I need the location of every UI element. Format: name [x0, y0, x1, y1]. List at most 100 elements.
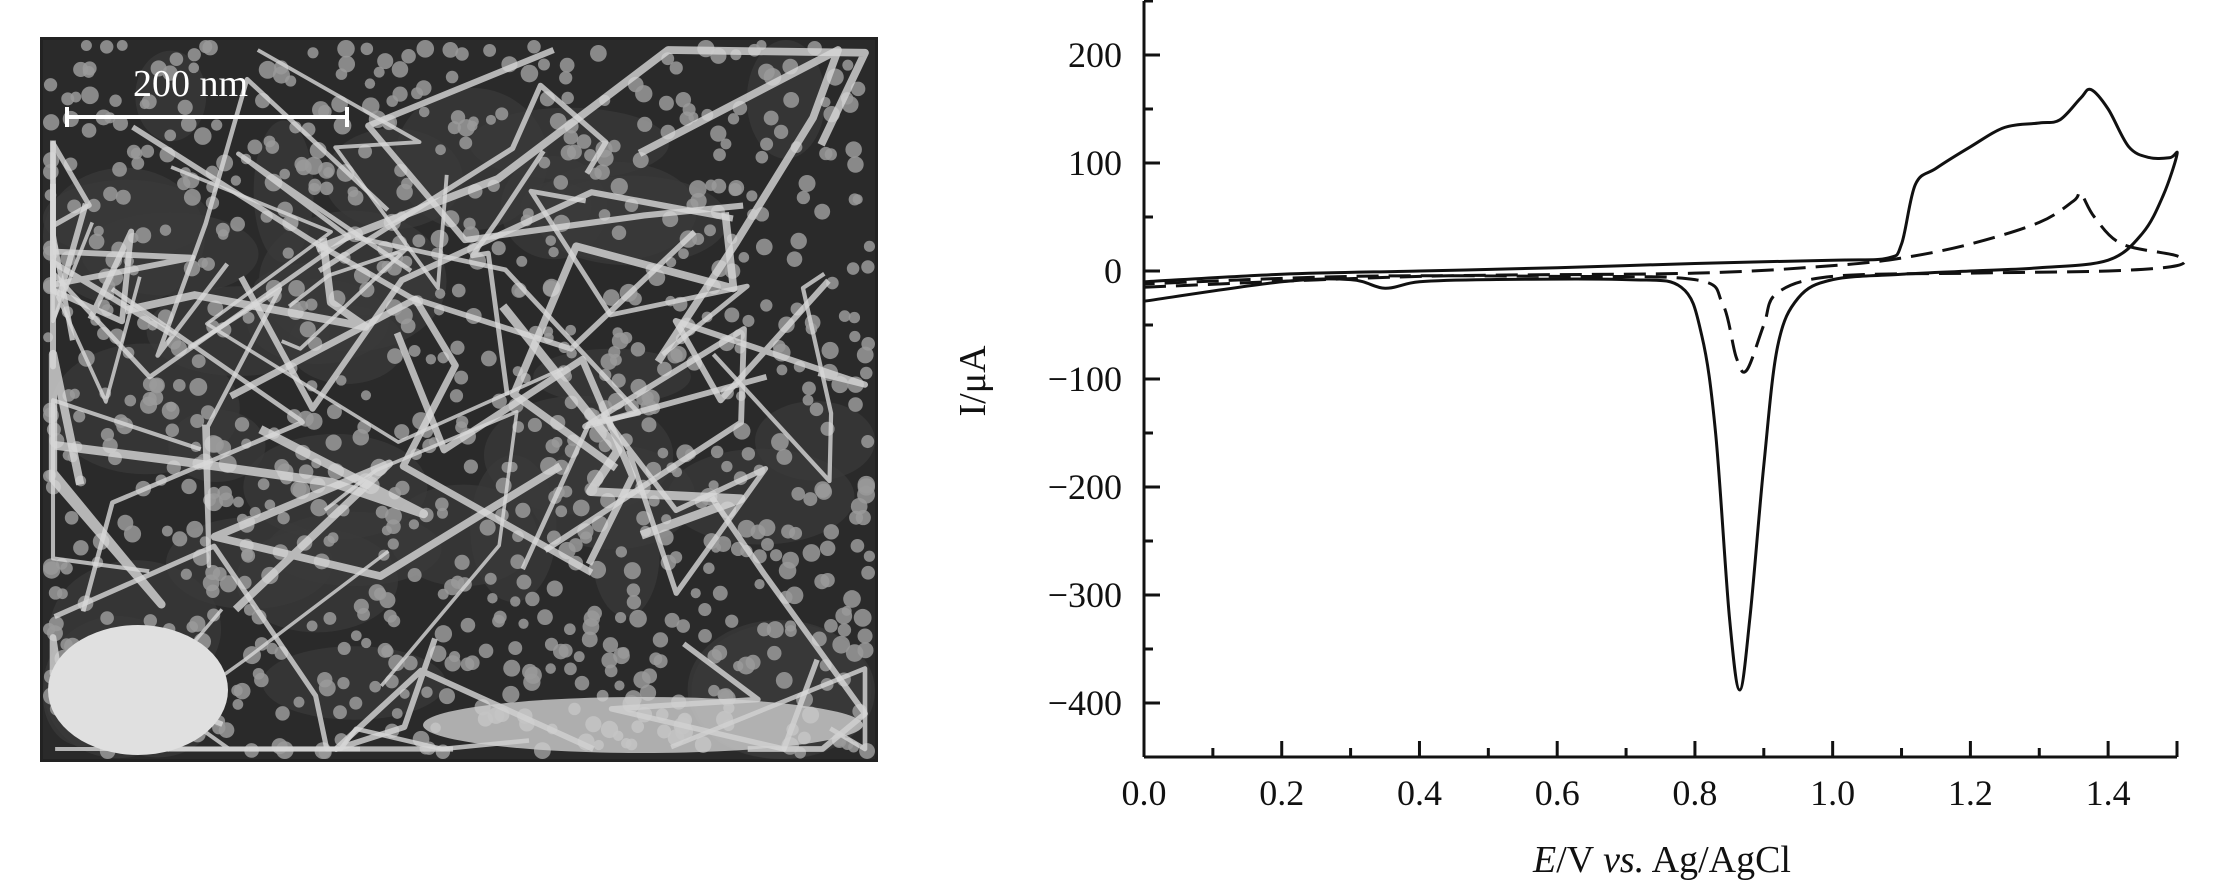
nanoparticle	[279, 168, 291, 180]
nanoparticle	[629, 609, 647, 628]
nanowire	[50, 398, 202, 574]
nanoparticle	[451, 283, 466, 298]
nanoparticle	[100, 611, 114, 625]
nanoparticle	[242, 311, 255, 324]
nanoparticle	[502, 685, 520, 704]
nanoparticle	[386, 95, 399, 107]
nanoparticle	[377, 53, 394, 70]
nanoparticle	[821, 341, 839, 360]
nanoparticle	[565, 324, 577, 336]
nanoparticle	[73, 61, 89, 78]
nanowire	[50, 140, 92, 341]
nanoparticle	[180, 568, 192, 580]
nanoparticle	[546, 580, 563, 597]
nanowire	[256, 48, 449, 290]
nanoparticle	[305, 412, 323, 430]
nanoparticle	[207, 300, 224, 317]
nanowire	[238, 189, 734, 412]
nanoparticle	[850, 538, 865, 553]
nanoparticle	[479, 519, 496, 536]
nanoparticle	[790, 232, 807, 250]
nanoparticle	[112, 115, 129, 131]
nanoparticle	[516, 255, 528, 267]
nanoparticle	[814, 203, 831, 220]
nanoparticle	[360, 390, 372, 401]
nanoparticle	[325, 434, 342, 451]
nanoparticle	[64, 510, 79, 525]
nanoparticle	[100, 40, 114, 54]
nanowire	[317, 82, 609, 274]
nanowire	[469, 149, 546, 396]
nanoparticle	[720, 138, 732, 150]
nanoparticle	[478, 643, 494, 659]
nanoparticle	[165, 423, 180, 437]
nanoparticle	[126, 144, 141, 159]
nanoparticle	[510, 596, 521, 607]
nanowire	[333, 637, 595, 752]
nanoparticle	[112, 162, 127, 177]
nanowire	[155, 76, 390, 358]
nanoparticle	[205, 565, 221, 581]
nanoparticle	[135, 227, 152, 244]
nanoparticle	[217, 229, 229, 240]
nanoparticle	[712, 585, 728, 601]
nanoparticle	[669, 551, 683, 564]
nanoparticle	[435, 144, 446, 156]
nanoparticle	[335, 375, 347, 386]
nanoparticle	[610, 177, 628, 196]
nanoparticle	[563, 130, 579, 145]
nanoparticle	[614, 611, 627, 624]
nanoparticle	[847, 156, 864, 173]
nanoparticle	[781, 524, 796, 539]
nanoparticle	[257, 478, 270, 491]
nanoparticle	[396, 183, 413, 201]
nanoparticle	[630, 342, 646, 357]
nanoparticle	[219, 492, 234, 508]
nanoparticle	[698, 629, 712, 643]
nanoparticle	[463, 217, 476, 230]
nanoparticle	[845, 141, 862, 158]
nanoparticle	[444, 578, 461, 596]
nanoparticle	[364, 78, 376, 89]
nanoparticle	[676, 619, 691, 633]
nanoparticle	[43, 561, 61, 579]
nanoparticle	[181, 478, 197, 495]
nanoparticle	[254, 672, 269, 688]
nanoparticle	[326, 404, 342, 420]
nanoparticle	[503, 659, 521, 677]
nanoparticle	[664, 612, 680, 628]
nanoparticle	[247, 139, 263, 155]
nanoparticle	[338, 55, 356, 73]
nanoparticle	[553, 175, 569, 190]
nanoparticle	[754, 578, 765, 590]
nanoparticle	[454, 370, 469, 385]
nanoparticle	[778, 561, 797, 580]
nanoparticle	[510, 554, 525, 570]
nanoparticle	[728, 183, 742, 197]
nanoparticle	[771, 433, 789, 451]
nanoparticle	[407, 568, 422, 583]
nanoparticle	[617, 647, 630, 659]
nanoparticle	[318, 679, 336, 697]
nanoparticle	[375, 505, 389, 519]
nanoparticle	[574, 675, 590, 691]
nanoparticle	[548, 246, 559, 258]
nanoparticle	[639, 684, 657, 701]
nanoparticle	[850, 81, 866, 97]
nanoparticle	[853, 608, 872, 627]
nanoparticle	[318, 162, 335, 179]
nanoparticle	[450, 110, 466, 125]
nanoparticle	[860, 366, 873, 380]
nanoparticle	[109, 94, 122, 107]
nanoparticle	[418, 106, 430, 118]
nanoparticle	[545, 439, 560, 454]
nanoparticle	[70, 91, 82, 103]
nanoparticle	[202, 40, 218, 56]
nanoparticle	[710, 445, 724, 459]
nanoparticle	[434, 625, 453, 643]
nanoparticle	[819, 146, 833, 161]
nanoparticle	[388, 654, 405, 672]
nanoparticle	[763, 110, 779, 126]
nanoparticle	[288, 280, 305, 297]
nanoparticle	[189, 378, 208, 396]
